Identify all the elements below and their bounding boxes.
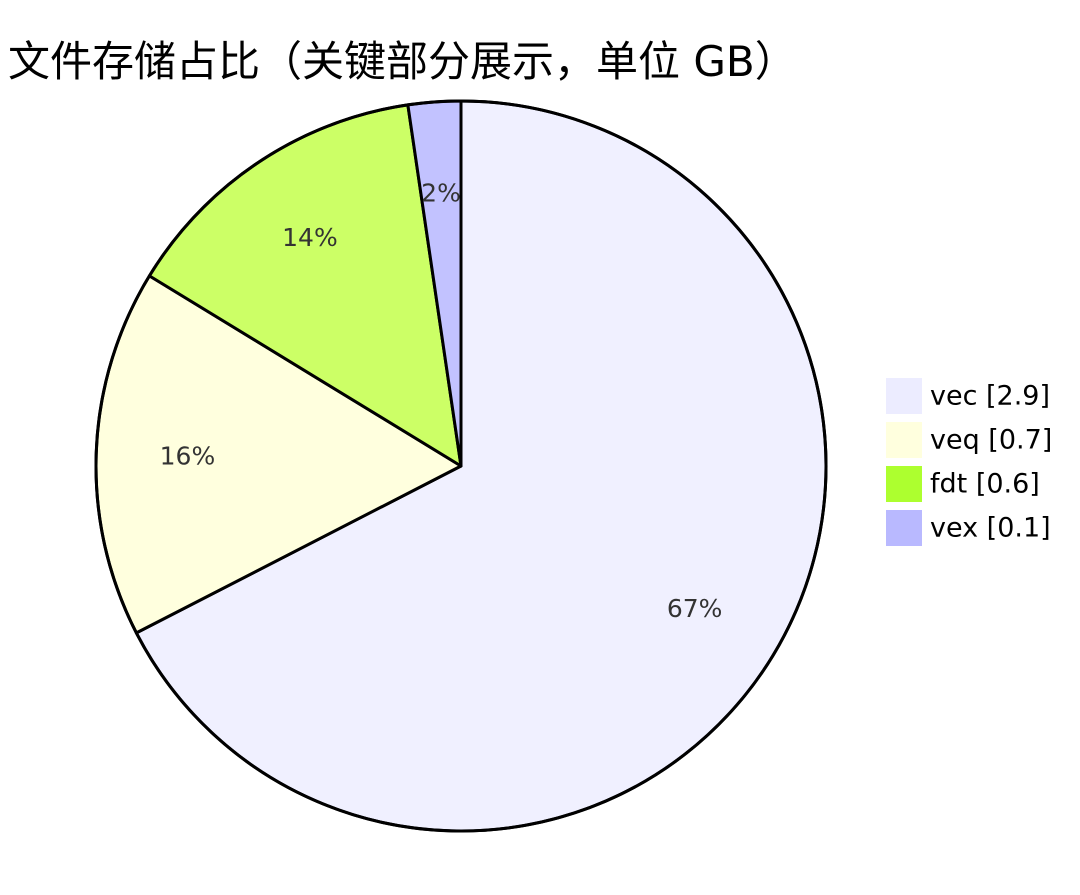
legend-label-vex: vex [0.1] <box>930 513 1051 544</box>
slice-label-vex: 2% <box>421 178 461 207</box>
legend-label-fdt: fdt [0.6] <box>930 469 1040 500</box>
legend-swatch-vec <box>886 378 922 414</box>
pie-outline <box>94 99 828 833</box>
chart-title: 文件存储占比（关键部分展示，单位 GB） <box>8 37 797 86</box>
legend: vec [2.9] veq [0.7] fdt [0.6] vex [0.1] <box>886 378 1052 546</box>
legend-swatch-veq <box>886 422 922 458</box>
legend-label-veq: veq [0.7] <box>930 425 1052 456</box>
slice-label-veq: 16% <box>160 442 216 471</box>
legend-label-vec: vec [2.9] <box>930 381 1050 412</box>
legend-swatch-vex <box>886 510 922 546</box>
slice-label-fdt: 14% <box>282 223 338 252</box>
legend-swatch-fdt <box>886 466 922 502</box>
pie-slices <box>94 99 828 833</box>
slice-labels: 67% 16% 14% 2% <box>160 178 723 623</box>
slice-label-vec: 67% <box>667 594 723 623</box>
